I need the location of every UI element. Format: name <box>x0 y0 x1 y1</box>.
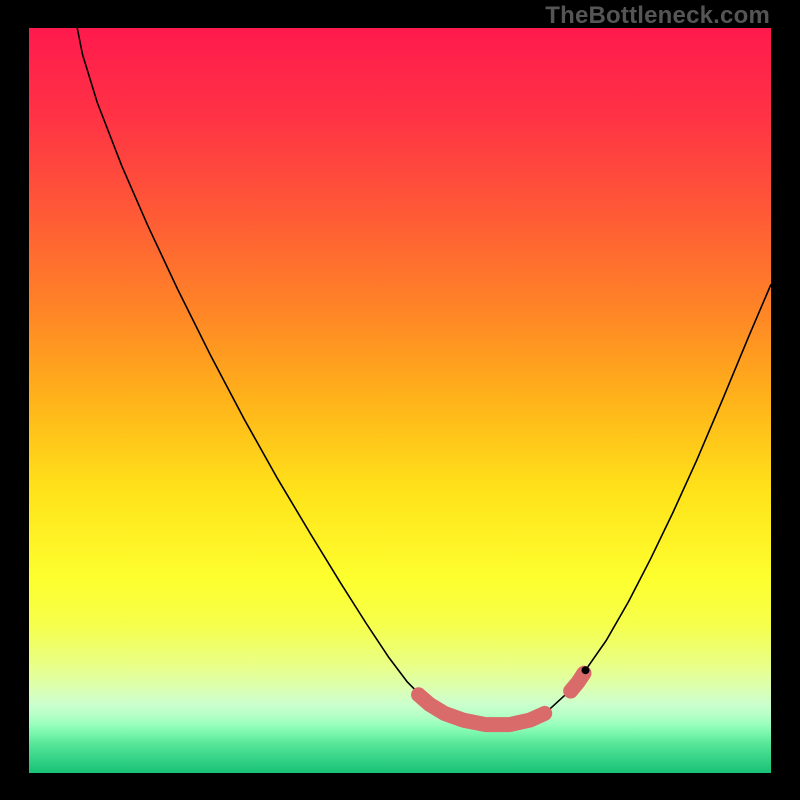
bottleneck-chart <box>0 0 800 800</box>
watermark-text: TheBottleneck.com <box>545 2 770 30</box>
frame-border-left <box>0 0 29 800</box>
frame-border-right <box>771 0 800 800</box>
curve-end-dot <box>582 666 590 674</box>
gradient-background <box>29 28 771 773</box>
frame-border-bottom <box>0 773 800 800</box>
